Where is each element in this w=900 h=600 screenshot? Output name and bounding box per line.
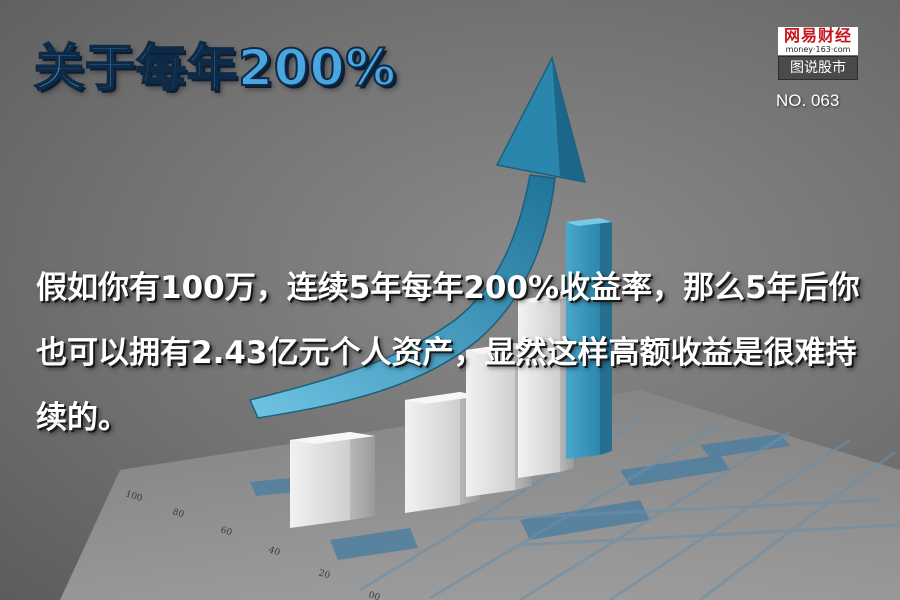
floor-grid-lines	[359, 418, 900, 600]
publisher-badge: 网易财经 money·163·com 图说股市	[778, 27, 858, 80]
floor-axis-ticks: 100 80 60 40 20 00	[124, 489, 381, 600]
axis-tick-00: 00	[367, 590, 381, 600]
rising-arrow	[248, 55, 587, 419]
axis-tick-40: 40	[267, 545, 281, 558]
body-paragraph: 假如你有100万，连续5年每年200%收益率，那么5年后你也可以拥有2.43亿元…	[36, 270, 860, 436]
issue-number: NO. 063	[776, 91, 840, 110]
section-label: 图说股市	[778, 56, 858, 80]
floor-shadow-bars	[250, 434, 790, 560]
bar-5-highlight	[566, 218, 612, 459]
axis-tick-60: 60	[219, 525, 233, 538]
axis-tick-80: 80	[171, 507, 185, 520]
bar-1	[290, 432, 375, 528]
publisher-site: money·163·com	[778, 45, 858, 55]
headline-title: 关于每年200%	[33, 38, 397, 98]
axis-tick-20: 20	[317, 568, 331, 581]
publisher-logo: 网易财经	[778, 27, 858, 45]
